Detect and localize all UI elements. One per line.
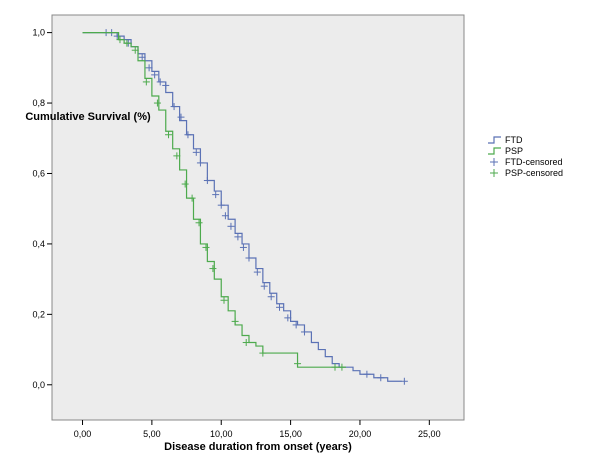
censor-mark-psp [142, 78, 150, 86]
censor-mark-psp [294, 360, 302, 368]
legend-label: PSP [505, 146, 523, 156]
legend-item-psp: PSP [488, 146, 523, 156]
censor-mark-psp [209, 265, 217, 273]
legend-swatch [488, 136, 501, 144]
censor-mark-ftd [156, 78, 164, 86]
legend-item-ftd: FTD [488, 135, 523, 145]
censor-mark-psp [188, 194, 196, 202]
y-tick-label: 0,2 [32, 309, 45, 319]
censor-mark-ftd [253, 268, 261, 276]
legend-item-psp-censored: PSP-censored [490, 168, 563, 178]
censor-mark-ftd [300, 328, 308, 336]
censor-mark-psp [131, 46, 139, 54]
series-layer [82, 29, 408, 385]
censor-mark-psp [338, 363, 346, 371]
censor-mark-ftd [267, 293, 275, 301]
y-tick-label: 0,6 [32, 168, 45, 178]
censor-mark-ftd [227, 222, 235, 230]
censor-mark-psp [259, 349, 267, 357]
censor-mark-ftd [170, 103, 178, 111]
plot-area [51, 14, 465, 421]
censor-mark-ftd [217, 201, 225, 209]
y-tick-label: 1,0 [32, 28, 45, 38]
y-axis-title: Cumulative Survival (%) [25, 111, 151, 123]
censor-mark-psp [195, 219, 203, 227]
legend-label: PSP-censored [505, 168, 563, 178]
y-axis: 0,0 0,2 0,4 0,6 0,8 1,0 [32, 28, 52, 390]
censor-mark-ftd [234, 233, 242, 241]
x-tick-label: 15,00 [279, 429, 302, 439]
x-tick-label: 5,00 [143, 429, 161, 439]
censor-mark-psp [173, 152, 181, 160]
x-axis-title: Disease duration from onset (years) [164, 441, 352, 453]
legend-swatch [488, 147, 501, 155]
censor-mark-ftd [145, 64, 153, 72]
censor-mark-psp [242, 339, 250, 347]
censor-mark-psp [202, 243, 210, 251]
censor-mark-psp [165, 131, 173, 139]
censor-mark-psp [153, 99, 161, 107]
censor-mark-psp [331, 363, 339, 371]
censor-mark-ftd [239, 243, 247, 251]
y-tick-label: 0,4 [32, 239, 45, 249]
y-tick-label: 0,8 [32, 98, 45, 108]
legend-label: FTD [505, 135, 523, 145]
censor-mark-ftd [245, 254, 253, 262]
x-tick-label: 10,00 [210, 429, 233, 439]
censor-mark-ftd [363, 370, 371, 378]
censor-mark-ftd [203, 177, 211, 185]
censor-mark-ftd [113, 32, 121, 40]
legend-label: FTD-censored [505, 157, 563, 167]
censor-mark-psp [116, 36, 124, 44]
series-line-psp [82, 32, 347, 368]
censor-mark-ftd [138, 53, 146, 61]
censor-mark-ftd [400, 377, 408, 385]
censor-mark-ftd [212, 191, 220, 199]
y-tick-label: 0,0 [32, 380, 45, 390]
censor-mark-ftd [177, 113, 185, 121]
censor-mark-psp [181, 180, 189, 188]
censor-mark-ftd [260, 282, 268, 290]
censor-mark-ftd [221, 212, 229, 220]
censor-mark-psp [123, 39, 131, 47]
legend-item-ftd-censored: FTD-censored [490, 157, 563, 167]
x-tick-label: 20,00 [349, 429, 372, 439]
censor-mark-ftd [292, 321, 300, 329]
censor-mark-psp [220, 296, 228, 304]
censor-mark-ftd [377, 374, 385, 382]
x-axis: 0,00 5,00 10,00 15,00 20,00 25,00 [74, 420, 441, 439]
series-line-ftd [82, 32, 402, 382]
censor-mark-ftd [184, 131, 192, 139]
censor-mark-ftd [284, 314, 292, 322]
x-tick-label: 25,00 [418, 429, 441, 439]
censor-mark-ftd [151, 71, 159, 79]
censor-mark-ftd [196, 159, 204, 167]
censor-mark-psp [231, 317, 239, 325]
censor-mark-ftd [162, 81, 170, 89]
x-tick-label: 0,00 [74, 429, 92, 439]
censor-mark-ftd [276, 303, 284, 311]
censor-mark-ftd [192, 148, 200, 156]
